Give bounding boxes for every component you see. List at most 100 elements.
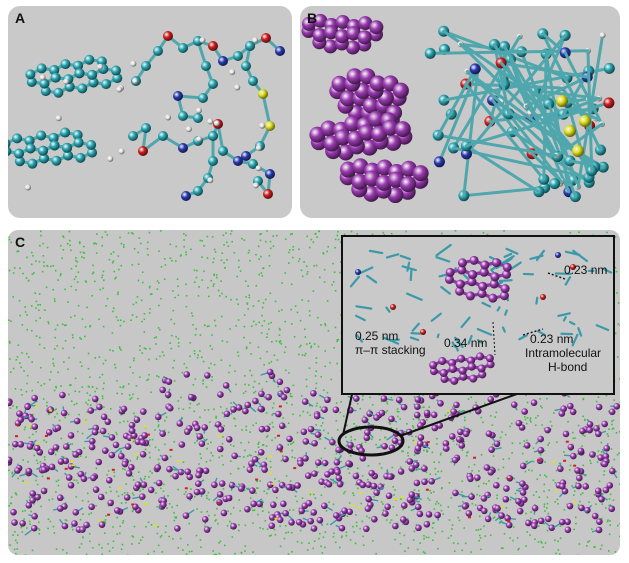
atom	[25, 143, 36, 154]
atom	[597, 454, 605, 461]
atom	[564, 125, 576, 137]
atom	[140, 408, 147, 415]
atom	[331, 75, 348, 92]
atom	[217, 426, 225, 433]
atom	[474, 474, 481, 481]
atom	[8, 146, 12, 157]
atom	[95, 458, 103, 466]
atom	[201, 516, 209, 523]
atom	[519, 480, 526, 487]
atom	[578, 504, 585, 512]
atom	[537, 446, 545, 454]
atom	[357, 30, 372, 45]
atom	[346, 447, 354, 454]
atom	[263, 425, 271, 433]
atom	[397, 468, 405, 475]
atom	[358, 16, 373, 31]
atom	[424, 47, 436, 59]
atom	[601, 460, 609, 468]
atom	[195, 471, 202, 479]
atom	[67, 481, 75, 489]
atom	[472, 404, 480, 411]
atom	[132, 78, 139, 85]
panel-a-molecule	[8, 31, 285, 201]
atom	[11, 519, 18, 526]
atom	[195, 107, 202, 114]
atom	[105, 477, 113, 484]
atom	[479, 267, 489, 277]
atom	[92, 486, 100, 493]
atom	[121, 460, 129, 468]
atom	[34, 493, 41, 501]
atom	[62, 150, 73, 161]
atom	[213, 120, 220, 127]
atom	[28, 415, 35, 423]
atom	[561, 487, 569, 495]
atom	[423, 521, 431, 528]
atom	[14, 467, 21, 474]
atom	[193, 424, 201, 432]
atom	[223, 410, 231, 418]
atom	[462, 430, 470, 438]
atom	[268, 522, 276, 530]
atom	[406, 428, 413, 436]
atom	[159, 386, 166, 394]
atom	[39, 78, 50, 89]
atom	[116, 86, 123, 93]
panel-b-label: B	[307, 10, 318, 26]
atom	[26, 76, 37, 87]
atom	[358, 447, 365, 455]
atom	[476, 352, 485, 361]
atom	[392, 82, 409, 99]
atom	[304, 472, 312, 479]
atom	[558, 518, 566, 526]
atom	[375, 174, 392, 191]
atom	[14, 156, 25, 167]
atom	[266, 368, 274, 376]
atom	[502, 269, 512, 279]
atom	[307, 517, 315, 525]
atom	[488, 446, 495, 453]
atom	[333, 459, 341, 466]
atom	[257, 405, 265, 413]
atom	[248, 159, 258, 169]
atom	[65, 474, 73, 481]
atom	[141, 123, 151, 133]
atom	[101, 447, 109, 454]
atom	[378, 409, 386, 417]
atom	[450, 376, 459, 385]
atom	[559, 482, 566, 490]
atom	[414, 503, 422, 511]
atom	[429, 367, 438, 376]
atom	[370, 482, 378, 490]
atom	[51, 155, 62, 166]
atom	[108, 451, 116, 459]
atom	[184, 468, 192, 476]
atom	[138, 146, 148, 156]
atom	[47, 406, 55, 413]
atom	[521, 408, 528, 415]
atom	[118, 148, 125, 155]
atom	[83, 521, 90, 529]
atom	[229, 69, 236, 76]
atom	[364, 505, 372, 512]
atom	[449, 433, 456, 440]
atom	[60, 59, 71, 70]
atom	[225, 494, 233, 502]
atom	[346, 26, 361, 41]
atom	[88, 77, 99, 88]
atom	[24, 135, 35, 146]
atom	[77, 83, 88, 94]
atom	[241, 61, 251, 71]
atom	[385, 134, 402, 151]
distance-label-4: 0.23 nm	[530, 332, 574, 346]
atom	[177, 468, 185, 476]
atom	[310, 389, 317, 397]
atom	[499, 291, 509, 301]
atom	[485, 354, 494, 363]
atom	[566, 502, 574, 510]
atom	[452, 489, 459, 497]
atom	[186, 473, 194, 481]
atom	[417, 434, 425, 441]
panel-b: B	[300, 6, 620, 218]
